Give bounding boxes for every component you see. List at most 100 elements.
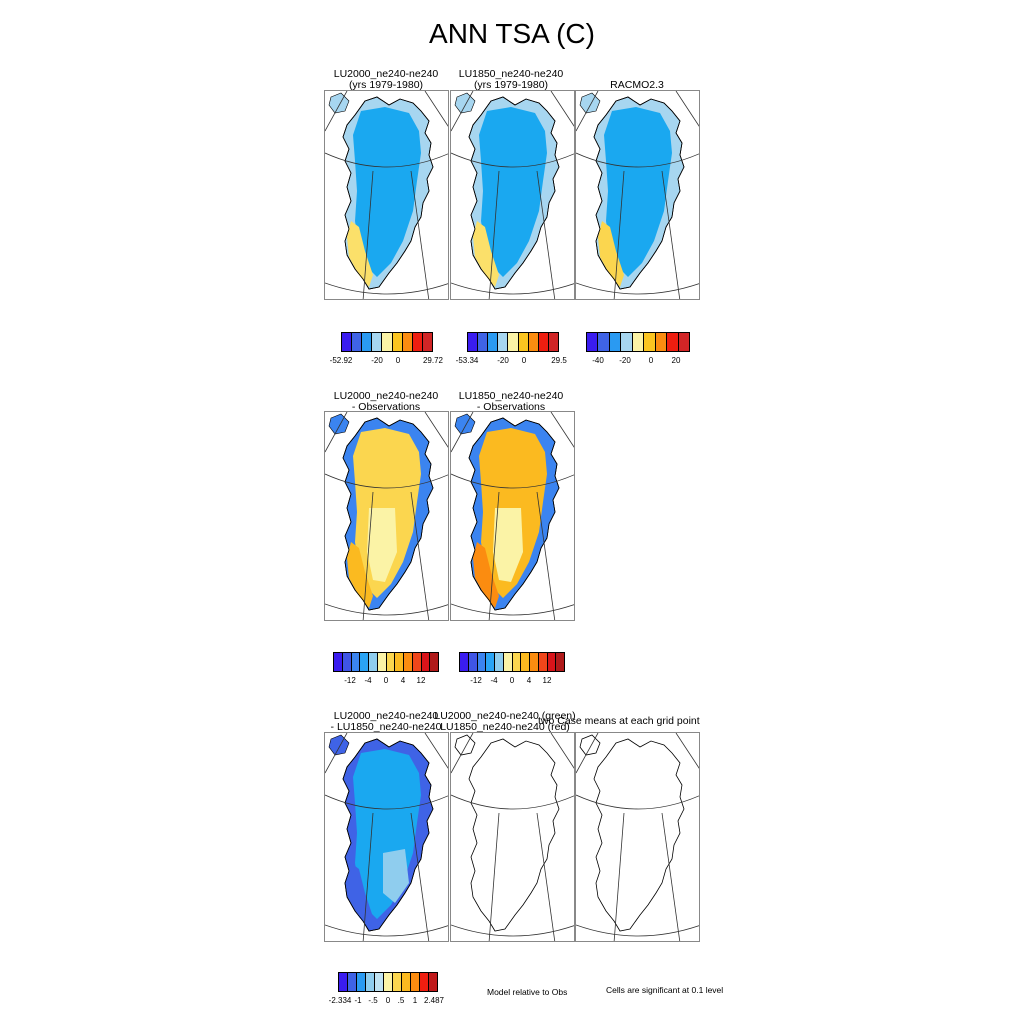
colorbar-swatch [402, 973, 411, 991]
colorbar-tick: -12 [344, 676, 356, 685]
colorbar-swatch [422, 333, 432, 351]
graticule-line [451, 473, 574, 489]
colorbar-tick: 4 [400, 676, 406, 685]
colorbar-abs [467, 332, 559, 352]
panel-title-lu1850-obs: LU1850_ne240-ne240 - Observations [436, 391, 586, 413]
colorbar-swatch [528, 333, 539, 351]
graticule-line [410, 812, 430, 941]
colorbar-tick: 12 [416, 676, 426, 685]
colorbar-swatch [429, 973, 437, 991]
graticule-line [410, 170, 430, 299]
graticule-line [362, 491, 374, 620]
colorbar-tick: -53.34 [455, 356, 479, 365]
graticule-line [488, 170, 500, 299]
figure-title: ANN TSA (C) [429, 18, 595, 49]
graticule-line [325, 473, 448, 489]
colorbar-tick: 0 [509, 676, 515, 685]
colorbar-swatch [360, 653, 369, 671]
map-panel-significance-2 [575, 732, 700, 942]
colorbar-swatch [334, 653, 343, 671]
panel-title-line2: LU1850_ne240-ne240 (red) [440, 721, 570, 733]
graticule-line [325, 794, 448, 810]
graticule-line [675, 91, 699, 127]
colorbar-swatch [468, 653, 478, 671]
colorbar-tick: 0 [648, 356, 654, 365]
map-shape [328, 92, 350, 114]
colorbar-tick: 0 [385, 996, 391, 1005]
map-panel-racmo [575, 90, 700, 300]
map-shape [367, 508, 397, 582]
colorbar-swatch [382, 333, 393, 351]
colorbar-swatch [362, 333, 373, 351]
greenland-map [576, 91, 699, 299]
map-panel-lu2000-obs [324, 411, 449, 621]
colorbar-tick: -4 [490, 676, 498, 685]
colorbar-swatch [384, 973, 393, 991]
map-panel-lu2000 [324, 90, 449, 300]
colorbar-diff [459, 652, 565, 672]
colorbar-swatch [598, 333, 610, 351]
graticule-line [576, 794, 699, 810]
map-panel-lu1850 [450, 90, 575, 300]
graticule-line [613, 812, 625, 941]
graticule-line [576, 733, 599, 774]
panel-title-lu2000: LU2000_ne240-ne240 (yrs 1979-1980) [311, 69, 461, 91]
colorbar-swatch [556, 653, 564, 671]
panel-title-line1: LU2000_ne240-ne240 [333, 68, 439, 80]
map-shape [328, 413, 350, 435]
colorbar-swatch [644, 333, 656, 351]
map-shape [593, 96, 685, 290]
map-shape [593, 738, 685, 932]
map-shape [347, 221, 373, 287]
colorbar-swatch [538, 653, 548, 671]
map-shape [604, 107, 672, 277]
graticule-line [536, 170, 556, 299]
panel-title-lu1850: LU1850_ne240-ne240 (yrs 1979-1980) [436, 69, 586, 91]
colorbar-model-diff [338, 972, 438, 992]
graticule-line [451, 733, 474, 774]
colorbar-swatch [366, 973, 375, 991]
colorbar-swatch [393, 973, 402, 991]
colorbar-tick: 12 [542, 676, 552, 685]
graticule-line [576, 924, 699, 937]
map-panel-significance-1 [450, 732, 575, 942]
greenland-map [576, 733, 699, 941]
colorbar-tick: 1 [412, 996, 418, 1005]
note-significance: Cells are significant at 0.1 level [606, 985, 724, 995]
greenland-map [325, 91, 448, 299]
colorbar-swatch [372, 333, 383, 351]
panel-title-line1: LU1850_ne240-ne240 [458, 68, 564, 80]
colorbar-tick: 0 [521, 356, 527, 365]
panel-title-line2: - Observations [351, 401, 421, 413]
map-shape [468, 738, 560, 932]
colorbar-swatch [678, 333, 689, 351]
map-shape [383, 849, 409, 903]
graticule-line [576, 152, 699, 168]
colorbar-swatch [495, 653, 504, 671]
graticule-line [576, 91, 599, 132]
panel-title-significance: LU2000_ne240-ne240 (green) LU1850_ne240-… [430, 711, 580, 733]
colorbar-swatch [351, 653, 361, 671]
colorbar-tick: .5 [397, 996, 405, 1005]
panel-title-line2: - Observations [476, 401, 546, 413]
colorbar-swatch [460, 653, 469, 671]
colorbar-tick: -52.92 [329, 356, 353, 365]
colorbar-swatch [621, 333, 633, 351]
map-panel-model-diff [324, 732, 449, 942]
graticule-line [325, 412, 348, 453]
colorbar-tick: -12 [470, 676, 482, 685]
map-shape [454, 92, 476, 114]
colorbar-tick: -20 [371, 356, 383, 365]
colorbar-tick: 29.72 [422, 356, 444, 365]
graticule-line [451, 924, 574, 937]
colorbar-tick: 4 [526, 676, 532, 685]
colorbar-swatch [392, 333, 403, 351]
colorbar-swatch [508, 333, 519, 351]
graticule-line [550, 91, 574, 127]
map-shape [468, 417, 560, 611]
colorbar-swatch [518, 333, 529, 351]
map-shape [468, 96, 560, 290]
colorbar-tick: -40 [592, 356, 604, 365]
map-shape [473, 221, 499, 287]
panel-title-overlay: two Case means at each grid point [538, 715, 700, 727]
